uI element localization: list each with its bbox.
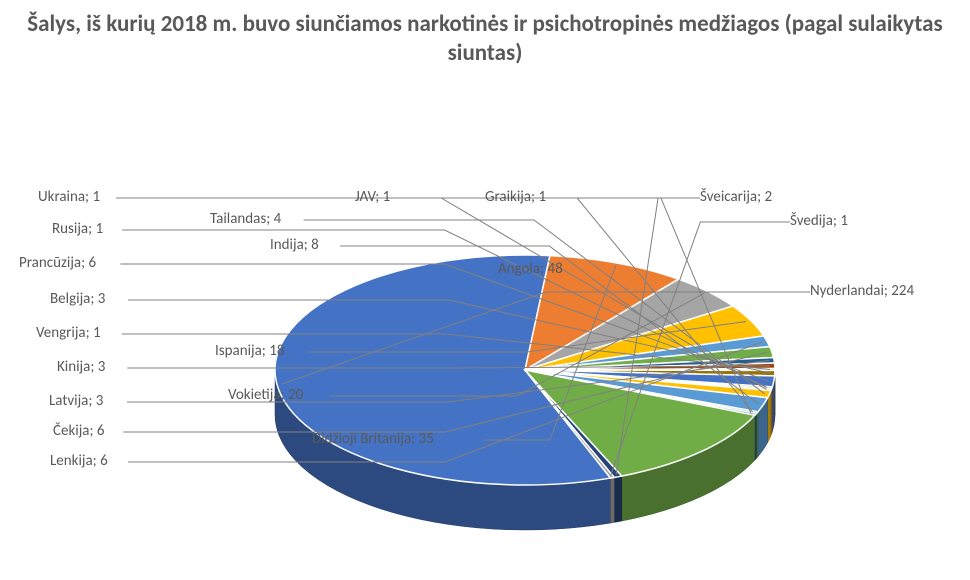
slice-label: Prancūzija; 6 xyxy=(19,254,96,272)
slice-label: Tailandas; 4 xyxy=(210,210,281,228)
slice-label: Latvija; 3 xyxy=(49,392,103,410)
slice-label: Vokietija; 20 xyxy=(228,386,303,404)
slice-label: Vengrija; 1 xyxy=(36,324,101,342)
slice-label: Čekija; 6 xyxy=(53,422,105,440)
slice-label: Graikija; 1 xyxy=(485,188,546,206)
slice-label: Rusija; 1 xyxy=(52,220,103,238)
slice-label: Ukraina; 1 xyxy=(38,188,100,206)
pie-side xyxy=(611,477,615,523)
slice-label: Belgija; 3 xyxy=(50,290,105,308)
slice-label: Didžioji Britanija; 35 xyxy=(312,430,434,448)
slice-label: Ispanija; 18 xyxy=(215,342,284,360)
slice-label: Nyderlandai; 224 xyxy=(810,282,914,300)
pie-side xyxy=(614,476,621,522)
slice-label: Lenkija; 6 xyxy=(50,452,108,470)
slice-label: Švedija; 1 xyxy=(790,212,848,230)
slice-label: Šveicarija; 2 xyxy=(700,188,772,206)
slice-label: Kinija; 3 xyxy=(57,358,105,376)
slice-label: Indija; 8 xyxy=(270,236,319,254)
slice-label: JAV; 1 xyxy=(355,188,390,206)
pie-chart-container: Šalys, iš kurių 2018 m. buvo siunčiamos … xyxy=(0,0,970,580)
slice-label: Angola; 48 xyxy=(498,260,563,278)
